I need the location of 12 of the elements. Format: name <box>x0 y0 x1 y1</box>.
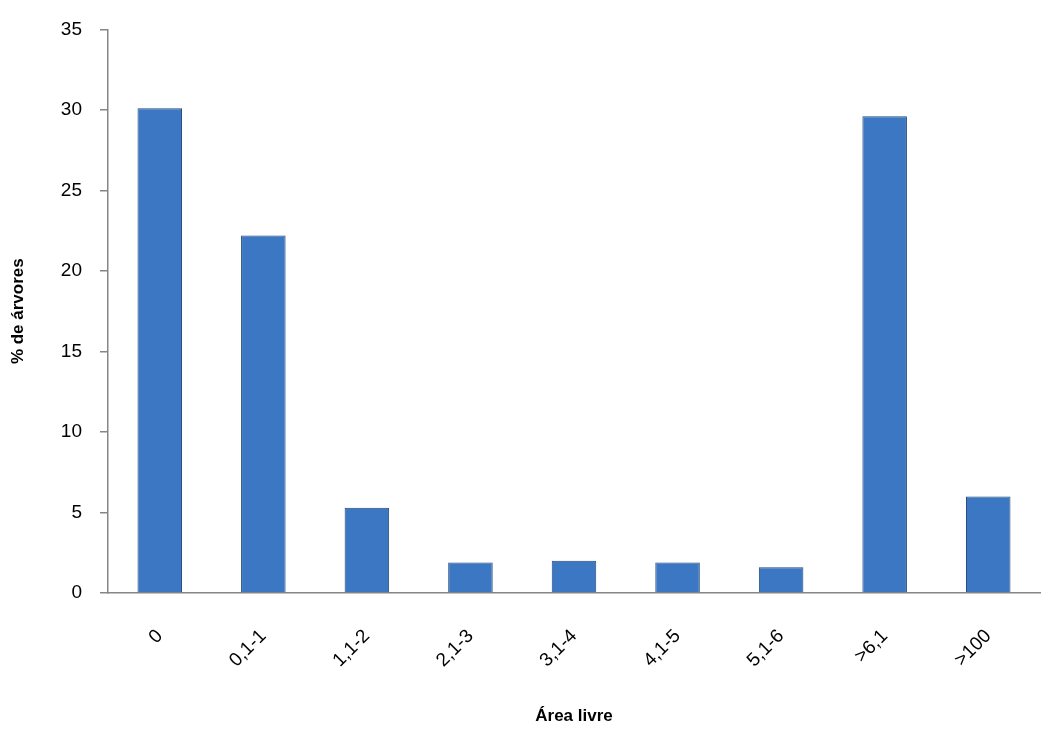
x-tick-label: >6,1 <box>849 624 892 667</box>
y-tick-label: 15 <box>60 339 82 361</box>
x-tick-label: 0 <box>143 624 167 648</box>
y-tick-label: 30 <box>60 98 82 120</box>
x-axis-title: Área livre <box>535 706 613 726</box>
y-axis-title: % de árvores <box>7 258 27 365</box>
y-tick-label: 35 <box>60 17 82 39</box>
y-tick-label: 10 <box>60 420 82 442</box>
y-tick-label: 25 <box>60 178 82 200</box>
y-tick-label: 20 <box>60 259 82 281</box>
y-tick-label: 5 <box>71 500 82 522</box>
y-tick-label: 0 <box>71 581 82 603</box>
